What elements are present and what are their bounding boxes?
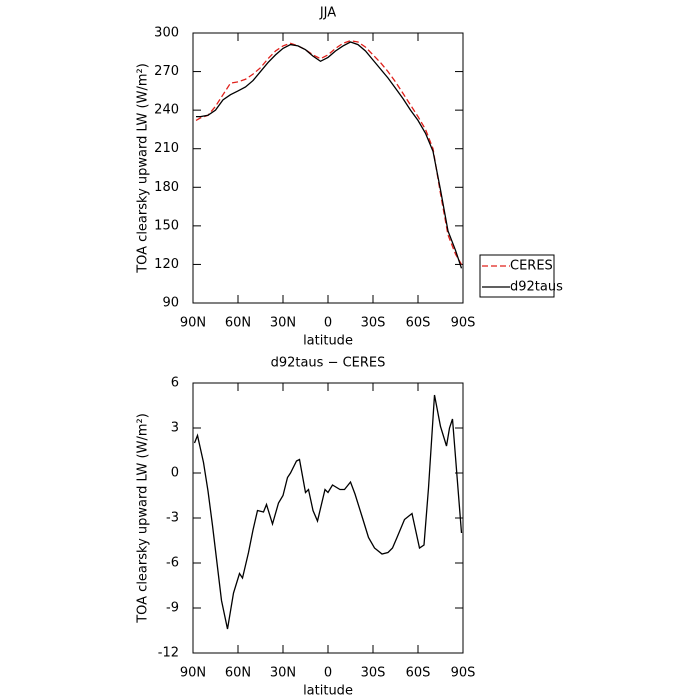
x-tick-label: 60N [225,666,251,681]
y-tick-label: 0 [171,466,179,481]
y-tick-label: 3 [171,421,179,436]
x-tick-label: 90N [180,316,206,331]
plot-frame [192,382,464,654]
x-axis-label: latitude [303,684,353,699]
x-tick-label: 30N [270,666,296,681]
x-tick-label: 30S [361,666,386,681]
x-tick-label: 60S [406,666,431,681]
data-line [196,41,463,269]
x-tick-label: 90S [451,316,476,331]
x-tick-label: 0 [324,666,332,681]
y-tick-label: -6 [166,556,179,571]
x-axis-label: latitude [303,334,353,349]
plot-frame [192,32,464,304]
y-tick-label: 90 [162,296,179,311]
y-tick-label: 150 [154,218,179,233]
y-tick-label: 180 [154,180,179,195]
y-tick-label: -9 [166,601,179,616]
chart-title: JJA [319,6,336,21]
x-tick-label: 30N [270,316,296,331]
y-tick-label: -3 [166,511,179,526]
y-axis-label: TOA clearsky upward LW (W/m²) [136,413,151,624]
y-tick-label: 240 [154,103,179,118]
legend-label: d92taus [510,280,563,295]
y-tick-label: 120 [154,257,179,272]
x-tick-label: 90S [451,666,476,681]
data-line [195,40,463,265]
y-tick-label: 210 [154,141,179,156]
data-line [193,394,463,630]
x-tick-label: 60S [406,316,431,331]
y-tick-label: 300 [154,26,179,41]
y-axis-label: TOA clearsky upward LW (W/m²) [136,63,151,274]
x-tick-label: 90N [180,666,206,681]
x-tick-label: 60N [225,316,251,331]
x-tick-label: 0 [324,316,332,331]
y-tick-label: -12 [158,646,179,661]
legend-box [479,254,555,298]
chart-title: d92taus − CERES [271,356,386,371]
x-tick-label: 30S [361,316,386,331]
legend-label: CERES [510,259,553,274]
y-tick-label: 270 [154,64,179,79]
y-tick-label: 6 [171,376,179,391]
